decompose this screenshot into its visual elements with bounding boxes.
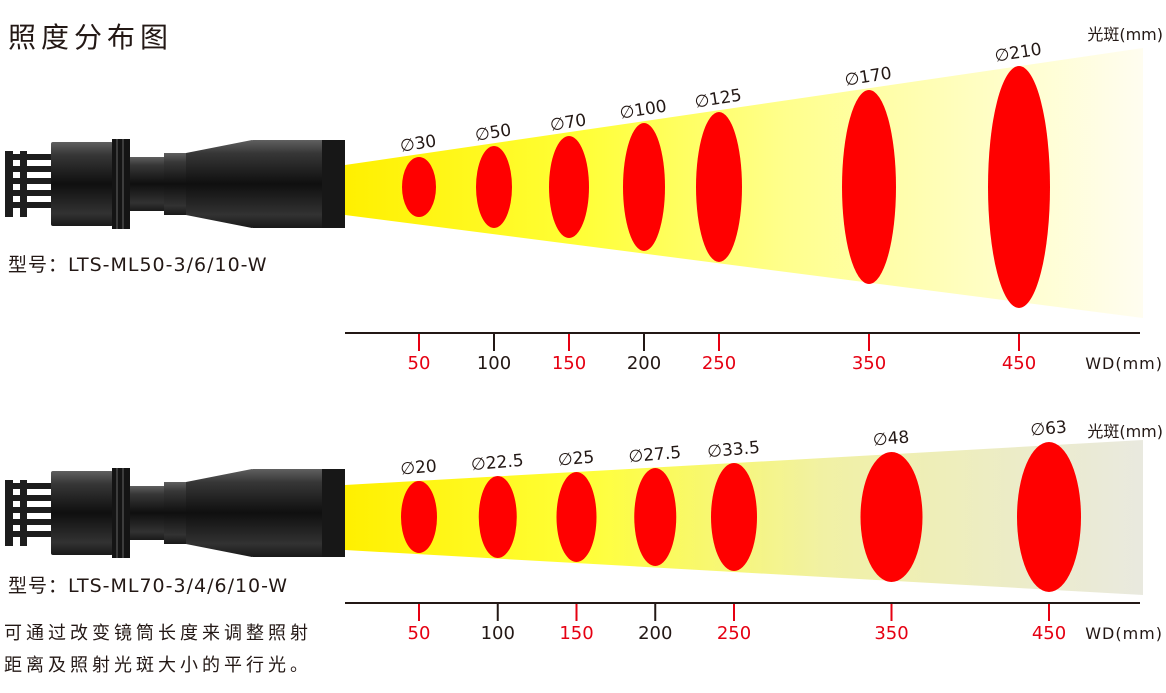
light-spot-ellipse: [988, 66, 1050, 308]
lamp-heatsink-fin: [13, 507, 51, 513]
page-title: 照度分布图: [8, 21, 174, 54]
lamp-heatsink-fin: [13, 519, 51, 525]
lamp-ring-block: [112, 139, 130, 229]
axis-tick-label: 200: [627, 353, 661, 374]
axis-tick-label: 50: [408, 623, 431, 644]
lamp-heatsink-rod: [20, 151, 27, 217]
lamp-step-ring: [164, 482, 186, 544]
lamp-illustration: [5, 139, 345, 229]
axis-tick-label: 350: [874, 623, 908, 644]
spot-diameter-label: ∅63: [1030, 417, 1068, 440]
lamp-heatsink-rod: [20, 480, 27, 546]
light-spot-ellipse: [478, 476, 517, 558]
axis-tick-label: 150: [552, 353, 586, 374]
wd-unit-label: WD(mm): [1085, 354, 1163, 373]
lamp-lens-barrel: [250, 140, 345, 228]
light-spot-ellipse: [842, 90, 896, 284]
light-spot-ellipse: [402, 157, 436, 217]
lamp-heatsink-fin: [13, 166, 51, 172]
lamp-heatsink-fin: [13, 483, 51, 489]
light-spot-ellipse: [476, 146, 512, 228]
spot-diameter-label: ∅210: [993, 39, 1043, 66]
spot-unit-label: 光斑(mm): [1087, 422, 1163, 441]
lamp-step-ring: [164, 153, 186, 215]
axis-tick-label: 250: [702, 353, 736, 374]
lamp-body: [51, 471, 113, 555]
model-label-ml70: 型号：LTS-ML70-3/4/6/10-W: [8, 575, 289, 597]
lamp-lens-rim: [322, 469, 345, 557]
lamp-heatsink-fin: [13, 531, 51, 537]
spot-unit-label: 光斑(mm): [1087, 25, 1163, 44]
light-spot-ellipse: [860, 452, 923, 582]
lamp-neck: [130, 486, 164, 540]
lamp-heatsink-fin: [13, 190, 51, 196]
lamp-heatsink-fin: [13, 154, 51, 160]
spot-diameter-label: ∅33.5: [706, 438, 760, 463]
lamp-cone: [186, 469, 252, 557]
lamp-body: [51, 142, 113, 226]
light-beam: [345, 48, 1143, 318]
light-spot-ellipse: [549, 136, 589, 238]
spot-diameter-label: ∅48: [872, 427, 910, 450]
lamp-neck: [130, 157, 164, 211]
spot-diameter-label: ∅20: [400, 456, 438, 479]
diagram-ml70: ∅20 ∅22.5 ∅25 ∅27.5 ∅33.5 ∅48 ∅63 光斑(mm) 50 100 15…: [5, 417, 1163, 644]
light-spot-ellipse: [711, 463, 757, 571]
light-spot-ellipse: [1017, 442, 1081, 592]
axis-tick-label: 450: [1032, 623, 1066, 644]
axis-tick-label: 350: [852, 353, 886, 374]
note-line-1: 可通过改变镜筒长度来调整照射: [4, 623, 312, 644]
lamp-ring-line: [122, 468, 124, 558]
lamp-illustration: [5, 468, 345, 558]
lamp-heatsink-fin: [13, 202, 51, 208]
light-spot-ellipse: [556, 472, 597, 562]
lamp-ring-line: [116, 468, 118, 558]
lamp-heatsink-flange: [5, 151, 13, 217]
axis-tick-label: 450: [1002, 353, 1036, 374]
spot-diameter-label: ∅27.5: [628, 443, 682, 468]
lamp-ring-line: [122, 139, 124, 229]
lamp-heatsink-fin: [13, 495, 51, 501]
lamp-cone: [186, 140, 252, 228]
light-spot-ellipse: [401, 481, 437, 553]
axis-tick-label: 200: [638, 623, 672, 644]
model-label-ml50: 型号：LTS-ML50-3/6/10-W: [8, 254, 268, 276]
lamp-lens-barrel: [250, 469, 345, 557]
spot-diameter-label: ∅25: [557, 447, 595, 470]
lamp-ring-line: [116, 139, 118, 229]
axis-tick-label: 100: [477, 353, 511, 374]
axis-tick-label: 100: [481, 623, 515, 644]
light-spot-ellipse: [634, 468, 677, 566]
lamp-heatsink-fin: [13, 178, 51, 184]
note-line-2: 距离及照射光斑大小的平行光。: [4, 655, 312, 676]
axis-tick-label: 50: [408, 353, 431, 374]
light-spot-ellipse: [623, 123, 665, 251]
axis-tick-label: 150: [559, 623, 593, 644]
spot-diameter-label: ∅22.5: [470, 451, 524, 476]
wd-unit-label: WD(mm): [1085, 624, 1163, 643]
lamp-heatsink-flange: [5, 480, 13, 546]
light-spot-ellipse: [696, 112, 742, 262]
axis-tick-label: 250: [717, 623, 751, 644]
lamp-ring-block: [112, 468, 130, 558]
lamp-lens-rim: [322, 140, 345, 228]
